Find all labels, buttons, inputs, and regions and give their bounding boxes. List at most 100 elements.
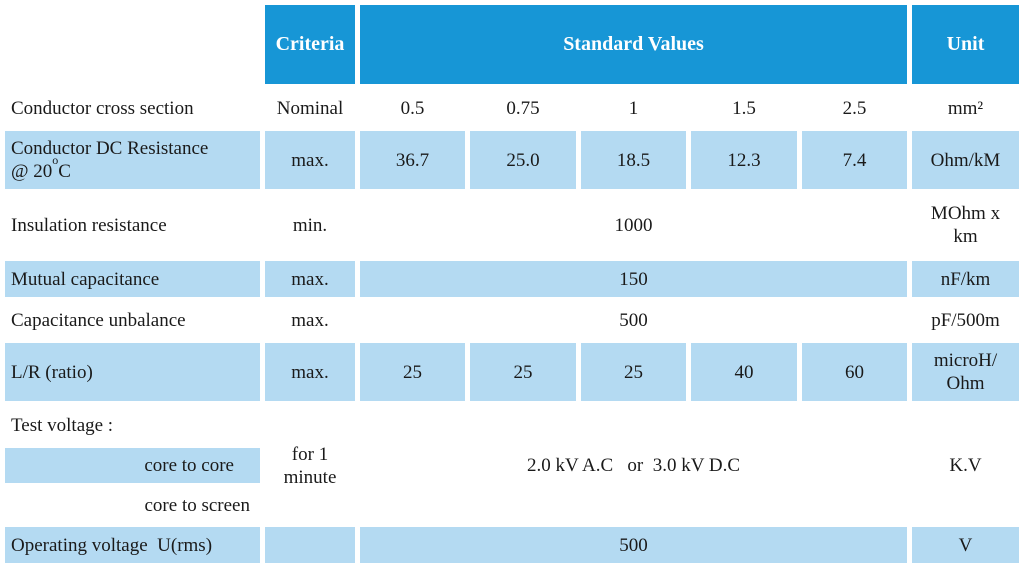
mutual-cap-criteria-text: max. bbox=[291, 268, 329, 290]
row-test-voltage-label: Test voltage : bbox=[0, 408, 260, 442]
test-voltage-criteria-line1: for 1 bbox=[291, 443, 329, 465]
dc-resistance-label-suffix: C bbox=[58, 161, 71, 182]
operating-voltage-unit-text: V bbox=[958, 534, 973, 556]
row-cross-section-label: Conductor cross section bbox=[0, 90, 260, 126]
test-voltage-label-text: Test voltage : bbox=[11, 414, 114, 436]
dc-resistance-value: 18.5 bbox=[581, 131, 686, 189]
cross-section-value: 0.5 bbox=[360, 90, 465, 126]
lr-ratio-value-3: 40 bbox=[734, 361, 754, 383]
lr-ratio-label-text: L/R (ratio) bbox=[11, 361, 93, 383]
cross-section-value: 2.5 bbox=[802, 90, 907, 126]
lr-ratio-unit-line1: microH/ bbox=[933, 350, 998, 371]
row-cap-unbalance-label: Capacitance unbalance bbox=[0, 302, 260, 338]
row-mutual-cap-value: 150 bbox=[360, 261, 907, 297]
cross-section-value: 1 bbox=[581, 90, 686, 126]
row-insulation-label: Insulation resistance bbox=[0, 194, 260, 256]
header-criteria: Criteria bbox=[265, 5, 355, 84]
cap-unbalance-criteria-text: max. bbox=[291, 309, 329, 331]
cross-section-value-2: 1 bbox=[628, 97, 639, 119]
lr-ratio-value: 25 bbox=[581, 343, 686, 401]
row-test-voltage-unit: K.V bbox=[912, 408, 1019, 523]
row-mutual-cap-criteria: max. bbox=[265, 261, 355, 297]
degree-superscript: o bbox=[52, 152, 59, 167]
cross-section-value-1: 0.75 bbox=[506, 97, 540, 119]
cap-unbalance-label-text: Capacitance unbalance bbox=[11, 309, 186, 331]
header-criteria-text: Criteria bbox=[275, 33, 345, 55]
core-to-screen-text: core to screen bbox=[144, 495, 251, 516]
lr-ratio-value: 25 bbox=[470, 343, 576, 401]
lr-ratio-unit-block: microH/ Ohm bbox=[934, 349, 997, 395]
row-cap-unbalance-value: 500 bbox=[360, 302, 907, 338]
test-voltage-unit-text: K.V bbox=[949, 455, 982, 476]
row-cross-section-unit: mm² bbox=[912, 90, 1019, 126]
row-insulation-unit: MOhm x km bbox=[912, 194, 1019, 256]
insulation-unit-line2: km bbox=[953, 226, 978, 247]
insulation-unit-line1: MOhm x bbox=[930, 203, 1001, 224]
dc-resistance-value: 12.3 bbox=[691, 131, 797, 189]
lr-ratio-value: 25 bbox=[360, 343, 465, 401]
cross-section-criteria-text: Nominal bbox=[276, 97, 344, 119]
dc-resistance-value-4: 7.4 bbox=[842, 149, 867, 171]
row-insulation-value: 1000 bbox=[360, 194, 907, 256]
lr-ratio-value: 60 bbox=[802, 343, 907, 401]
lr-ratio-value-0: 25 bbox=[403, 361, 422, 383]
dc-resistance-value-0: 36.7 bbox=[395, 149, 430, 171]
row-cross-section-criteria: Nominal bbox=[265, 90, 355, 126]
cross-section-value-0: 0.5 bbox=[400, 97, 425, 119]
row-lr-ratio-label: L/R (ratio) bbox=[5, 343, 260, 401]
mutual-cap-unit-text: nF/km bbox=[940, 268, 991, 290]
header-standard-values-text: Standard Values bbox=[563, 33, 704, 55]
test-voltage-core-to-core: core to core bbox=[5, 448, 260, 483]
cap-unbalance-unit-text: pF/500m bbox=[931, 309, 1000, 331]
dc-resistance-label-line1: Conductor DC Resistance bbox=[11, 138, 209, 159]
dc-resistance-value: 7.4 bbox=[802, 131, 907, 189]
lr-ratio-value-1: 25 bbox=[513, 361, 533, 383]
dc-resistance-unit-text: Ohm/kM bbox=[930, 149, 1001, 171]
row-mutual-cap-unit: nF/km bbox=[912, 261, 1019, 297]
dc-resistance-value: 36.7 bbox=[360, 131, 465, 189]
header-unit: Unit bbox=[912, 5, 1019, 84]
row-operating-voltage-criteria bbox=[265, 527, 355, 563]
insulation-unit-block: MOhm x km bbox=[931, 202, 1000, 248]
lr-ratio-value-4: 60 bbox=[845, 361, 864, 383]
row-lr-ratio-criteria: max. bbox=[265, 343, 355, 401]
row-cap-unbalance-criteria: max. bbox=[265, 302, 355, 338]
dc-resistance-label-block: Conductor DC Resistance @ 20oC bbox=[11, 137, 208, 183]
lr-ratio-criteria-text: max. bbox=[291, 361, 329, 383]
dc-resistance-criteria-text: max. bbox=[291, 149, 329, 171]
row-dc-resistance-unit: Ohm/kM bbox=[912, 131, 1019, 189]
row-dc-resistance-criteria: max. bbox=[265, 131, 355, 189]
cross-section-unit-text: mm² bbox=[947, 97, 984, 119]
row-operating-voltage-value: 500 bbox=[360, 527, 907, 563]
cross-section-value: 0.75 bbox=[470, 90, 576, 126]
insulation-criteria-text: min. bbox=[292, 214, 328, 236]
cross-section-value: 1.5 bbox=[691, 90, 797, 126]
dc-resistance-value-1: 25.0 bbox=[506, 149, 540, 171]
row-dc-resistance-label: Conductor DC Resistance @ 20oC bbox=[5, 131, 260, 189]
mutual-cap-label-text: Mutual capacitance bbox=[11, 268, 160, 290]
cross-section-value-3: 1.5 bbox=[732, 97, 756, 119]
mutual-cap-value-text: 150 bbox=[619, 268, 648, 290]
dc-resistance-value-3: 12.3 bbox=[727, 149, 761, 171]
test-voltage-criteria-block: for 1 minute bbox=[284, 443, 337, 489]
insulation-value-text: 1000 bbox=[614, 214, 653, 236]
test-voltage-value-text: 2.0 kV A.C or 3.0 kV D.C bbox=[526, 455, 741, 476]
lr-ratio-value: 40 bbox=[691, 343, 797, 401]
operating-voltage-label-text: Operating voltage U(rms) bbox=[11, 534, 213, 556]
cross-section-value-4: 2.5 bbox=[842, 97, 867, 119]
row-insulation-criteria: min. bbox=[265, 194, 355, 256]
header-unit-text: Unit bbox=[946, 33, 985, 55]
core-to-core-text: core to core bbox=[144, 455, 234, 476]
dc-resistance-value-2: 18.5 bbox=[616, 149, 651, 171]
row-lr-ratio-unit: microH/ Ohm bbox=[912, 343, 1019, 401]
row-test-voltage-criteria: for 1 minute bbox=[265, 408, 355, 523]
row-mutual-cap-label: Mutual capacitance bbox=[5, 261, 260, 297]
cross-section-label-text: Conductor cross section bbox=[11, 97, 194, 119]
row-test-voltage-value: 2.0 kV A.C or 3.0 kV D.C bbox=[360, 408, 907, 523]
cap-unbalance-value-text: 500 bbox=[619, 309, 648, 331]
insulation-label-text: Insulation resistance bbox=[11, 214, 167, 236]
row-cap-unbalance-unit: pF/500m bbox=[912, 302, 1019, 338]
lr-ratio-unit-line2: Ohm bbox=[946, 373, 985, 394]
test-voltage-core-to-screen: core to screen bbox=[5, 488, 260, 523]
dc-resistance-label-line2: @ 20oC bbox=[11, 154, 208, 183]
